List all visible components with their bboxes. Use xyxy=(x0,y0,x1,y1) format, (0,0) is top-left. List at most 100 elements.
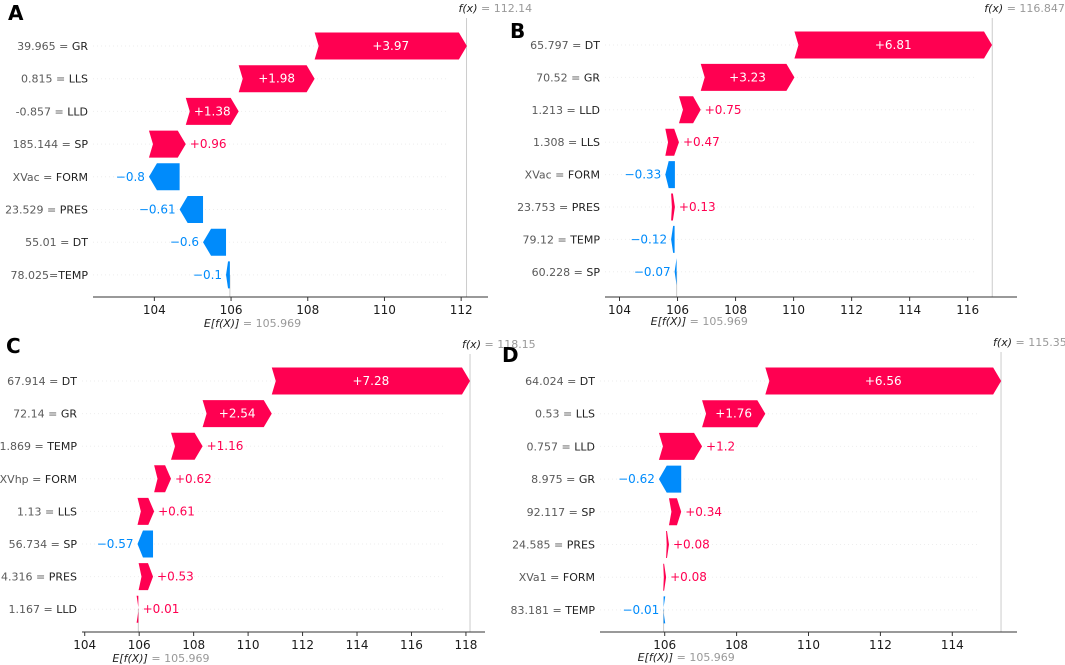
expected-value-annotation: E[f(X)] = 105.969 xyxy=(638,651,735,664)
positive-shap-bar xyxy=(136,595,139,623)
efx-value: = 105.969 xyxy=(673,651,735,664)
feature-separator: = xyxy=(563,103,579,116)
fx-symbol: f(x) xyxy=(459,2,478,15)
expected-value-annotation: E[f(X)] = 105.969 xyxy=(651,315,748,328)
shap-value-label: +2.54 xyxy=(219,407,256,421)
feature-label: 83.181 = TEMP xyxy=(510,603,595,616)
x-axis-tick-label: 116 xyxy=(400,638,423,652)
positive-shap-bar xyxy=(171,432,203,460)
feature-separator: = xyxy=(569,39,585,52)
x-axis-tick-label: 112 xyxy=(840,303,863,317)
feature-separator: = xyxy=(46,375,62,388)
feature-separator: = xyxy=(45,407,61,420)
feature-value: XVac xyxy=(525,168,552,181)
feature-label: 81.869 = TEMP xyxy=(0,440,77,453)
feature-name: SP xyxy=(586,265,600,278)
shap-value-label: −0.57 xyxy=(97,537,134,551)
x-axis-tick-label: 104 xyxy=(73,638,96,652)
feature-separator: = xyxy=(40,603,56,616)
shap-value-label: +1.98 xyxy=(258,72,295,86)
feature-value: 0.815 xyxy=(21,72,53,85)
feature-value: 78.025 xyxy=(10,268,49,281)
fx-output-annotation: f(x) = 112.14 xyxy=(459,2,533,15)
feature-value: 92.117 xyxy=(527,505,566,518)
feature-name: LLD xyxy=(579,103,600,116)
shap-value-label: +1.76 xyxy=(715,407,752,421)
positive-shap-bar xyxy=(702,400,766,428)
fx-value: = 115.356 xyxy=(1012,336,1065,349)
feature-name: DT xyxy=(73,236,88,249)
shap-value-label: −0.8 xyxy=(116,170,145,184)
feature-value: 39.965 xyxy=(17,40,56,53)
feature-label: 78.025=TEMP xyxy=(10,268,88,281)
positive-shap-bar xyxy=(271,367,470,395)
feature-label: 24.316 = PRES xyxy=(0,570,77,583)
positive-shap-bar xyxy=(202,400,272,428)
efx-symbol: E[f(X)] xyxy=(204,317,240,330)
shap-value-label: +0.08 xyxy=(670,570,707,584)
fx-output-annotation: f(x) = 116.847 xyxy=(984,2,1065,15)
feature-name: GR xyxy=(61,407,78,420)
feature-name: FORM xyxy=(56,170,88,183)
shap-value-label: +0.01 xyxy=(143,602,180,616)
feature-label: 0.53 = LLS xyxy=(535,407,595,420)
feature-name: FORM xyxy=(568,168,600,181)
negative-shap-bar xyxy=(148,163,180,191)
feature-name: FORM xyxy=(45,472,77,485)
feature-separator: = xyxy=(564,375,580,388)
feature-label: 39.965 = GR xyxy=(17,40,88,53)
feature-value: 64.024 xyxy=(525,375,564,388)
shap-value-label: +6.81 xyxy=(875,38,912,52)
efx-value: = 105.969 xyxy=(239,317,301,330)
feature-name: LLS xyxy=(58,505,77,518)
feature-label: 23.529 = PRES xyxy=(5,203,88,216)
feature-name: GR xyxy=(584,71,601,84)
feature-separator: = xyxy=(556,201,572,214)
feature-value: 65.797 xyxy=(530,39,569,52)
feature-label: 1.213 = LLD xyxy=(532,103,600,116)
shap-value-label: −0.33 xyxy=(625,168,662,182)
positive-shap-bar xyxy=(658,432,703,460)
feature-separator: = xyxy=(29,472,45,485)
feature-name: TEMP xyxy=(569,233,600,246)
negative-shap-bar xyxy=(674,258,677,286)
feature-name: SP xyxy=(63,538,77,551)
feature-label: 92.117 = SP xyxy=(527,505,596,518)
feature-separator: = xyxy=(49,268,58,281)
feature-separator: = xyxy=(547,571,563,584)
x-axis-tick-label: 106 xyxy=(220,303,243,317)
efx-value: = 105.969 xyxy=(686,315,748,328)
fx-symbol: f(x) xyxy=(993,336,1012,349)
positive-shap-bar xyxy=(154,465,172,493)
shap-value-label: +1.16 xyxy=(207,439,244,453)
feature-label: XVac = FORM xyxy=(13,170,88,183)
x-axis-tick-label: 114 xyxy=(941,638,964,652)
feature-value: 0.53 xyxy=(535,407,560,420)
feature-value: 56.734 xyxy=(9,538,48,551)
shap-value-label: −0.6 xyxy=(170,235,199,249)
shap-value-label: −0.01 xyxy=(622,603,659,617)
feature-value: 23.753 xyxy=(517,201,556,214)
feature-separator: = xyxy=(33,570,49,583)
shap-value-label: +7.28 xyxy=(352,374,389,388)
feature-separator: = xyxy=(31,440,47,453)
feature-value: 67.914 xyxy=(7,375,46,388)
shap-value-label: −0.1 xyxy=(193,268,222,282)
feature-name: DT xyxy=(585,39,600,52)
feature-label: 55.01 = DT xyxy=(25,236,88,249)
feature-value: 185.144 xyxy=(13,138,59,151)
negative-shap-bar xyxy=(663,596,666,624)
x-axis-tick-label: 110 xyxy=(237,638,260,652)
feature-separator: = xyxy=(563,473,579,486)
feature-value: 24.585 xyxy=(512,538,551,551)
feature-separator: = xyxy=(51,105,67,118)
feature-value: 1.213 xyxy=(532,103,564,116)
feature-label: 0.815 = LLS xyxy=(21,72,88,85)
feature-name: TEMP xyxy=(46,440,77,453)
feature-value: 55.01 xyxy=(25,236,57,249)
x-axis-tick-label: 104 xyxy=(143,303,166,317)
fx-output-annotation: f(x) = 118.15 xyxy=(462,338,536,351)
expected-value-annotation: E[f(X)] = 105.969 xyxy=(204,317,301,330)
negative-shap-bar xyxy=(226,261,230,289)
